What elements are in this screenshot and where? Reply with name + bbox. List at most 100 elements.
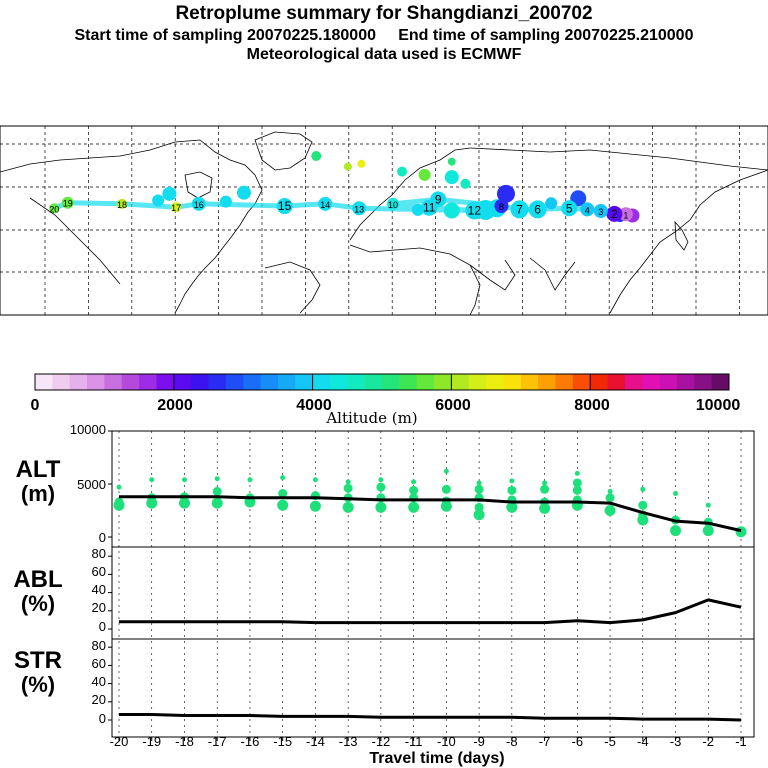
alt-particle-dot (443, 468, 449, 474)
plume-day-label: 16 (194, 200, 204, 210)
plume-day-marker (352, 201, 367, 216)
plume-day-label: 4 (585, 205, 590, 215)
alt-particle-dot (375, 501, 387, 513)
plume-day-label: 12 (468, 203, 482, 217)
x-tick-label: -18 (175, 734, 194, 749)
x-tick-label: -5 (604, 734, 616, 749)
alt-mean-line (119, 495, 742, 533)
x-tick-label: -12 (371, 734, 390, 749)
str-ytick: 40 (92, 674, 106, 689)
alt-particle-dot (673, 491, 679, 497)
alt-particle-dot (509, 478, 515, 484)
colorbar-swatch (52, 374, 71, 390)
alt-scatter (113, 468, 747, 538)
map-coastlines (0, 131, 768, 316)
plume-day-label: 20 (49, 204, 59, 214)
abl-ytick: 60 (92, 564, 106, 579)
plume-particle (311, 151, 322, 162)
alt-particle-dot (178, 497, 190, 509)
str-panel-label: STR (14, 647, 62, 674)
plume-day-label: 14 (320, 200, 330, 210)
colorbar-swatch (208, 374, 227, 390)
plume-day-label: 7 (516, 202, 523, 216)
alt-particle-dot (507, 485, 517, 495)
x-tick-label: -15 (273, 734, 292, 749)
greenland-outline (254, 131, 313, 171)
altitude-colorbar (34, 373, 730, 391)
sampling-times: Start time of sampling 20070225.180000 E… (74, 27, 694, 44)
alt-particle-dot (702, 525, 714, 537)
colorbar-swatch (382, 374, 400, 390)
colorbar-swatch (347, 374, 366, 390)
panel-gridlines (108, 430, 742, 741)
alt-particle-dot (474, 502, 484, 512)
alt-particle-dot (409, 485, 419, 495)
x-tick-label: -8 (506, 734, 518, 749)
x-tick-label: -11 (405, 734, 423, 749)
x-tick-label: -2 (702, 734, 714, 749)
colorbar-swatch (104, 374, 123, 390)
india-outline (529, 257, 576, 291)
alt-particle-dot (342, 501, 354, 513)
alt-particle-dot (539, 502, 551, 514)
alt-y-tick-labels: 10000 5000 0 (70, 422, 106, 545)
x-tick-label: -20 (110, 734, 129, 749)
colorbar-swatch (503, 374, 522, 390)
plume-day-marker (387, 197, 400, 210)
colorbar-swatch (173, 374, 192, 390)
time-series-frame (111, 430, 755, 738)
plume-day-marker (580, 202, 595, 217)
x-tick-label: -6 (572, 734, 584, 749)
plume-day-label: 17 (171, 203, 181, 213)
colorbar-tick: 8000 (574, 397, 610, 414)
japan-outline (674, 220, 689, 251)
str-panel-unit: (%) (21, 672, 55, 697)
alt-particle-dot (440, 500, 452, 512)
plume-particle (444, 170, 459, 185)
x-tick-label: -1 (735, 734, 747, 749)
plume-day-label: 2 (611, 207, 618, 221)
plume-particle (397, 166, 408, 177)
colorbar-swatch (225, 374, 244, 390)
alt-particle-dot (474, 484, 484, 494)
map-gridlines (0, 126, 768, 315)
plume-particle (162, 186, 177, 201)
south-america-outline (264, 261, 321, 314)
alt-particle-dot (247, 477, 253, 483)
plume-particle (545, 197, 558, 210)
colorbar-swatch (538, 374, 556, 390)
plume-day-marker (49, 203, 60, 214)
colorbar-swatch (364, 374, 383, 390)
plume-day-marker (276, 198, 293, 215)
alt-particle-dot (476, 480, 482, 486)
alt-particle-dot (637, 514, 649, 526)
alt-particle-dot (343, 483, 353, 493)
alt-particle-dot (735, 526, 747, 538)
colorbar-swatch (87, 374, 105, 390)
plume-particle (447, 157, 456, 166)
alt-particle-dot (181, 477, 187, 483)
alt-particle-dot (605, 493, 615, 503)
abl-ytick: 80 (92, 546, 106, 561)
alt-particle-dot (604, 505, 616, 516)
plume-particle (152, 194, 165, 207)
plume-day-label: 15 (278, 199, 292, 213)
colorbar-swatch (520, 374, 539, 390)
x-tick-label: -14 (306, 734, 325, 749)
x-tick-label: -10 (437, 734, 456, 749)
alt-particle-dot (540, 484, 550, 494)
x-tick-label: -13 (339, 734, 358, 749)
colorbar-swatch (277, 374, 296, 390)
colorbar-swatch (399, 374, 418, 390)
alt-particle-dot (212, 486, 222, 496)
alt-particle-dot (345, 479, 351, 485)
plume-particle (411, 203, 424, 216)
colorbar-frame (34, 373, 730, 391)
colorbar-title: Altitude (m) (325, 409, 417, 427)
colorbar-swatch (295, 374, 314, 390)
colorbar-swatch (139, 374, 157, 390)
colorbar-swatch (607, 374, 626, 390)
str-ytick: 80 (92, 638, 106, 653)
colorbar-tick-labels: 0 2000 4000 6000 8000 10000 (31, 397, 741, 414)
